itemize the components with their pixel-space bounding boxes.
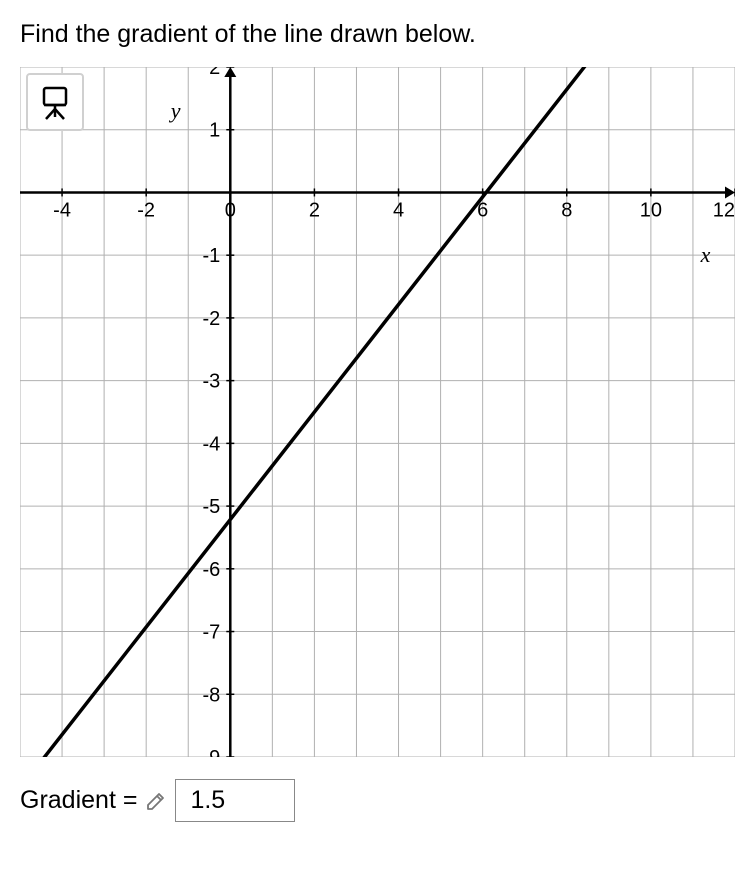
easel-icon [36,83,74,121]
svg-text:8: 8 [561,199,572,221]
svg-text:y: y [169,98,181,123]
svg-text:0: 0 [225,199,236,221]
svg-text:12: 12 [713,199,735,221]
svg-text:x: x [700,242,711,267]
svg-text:10: 10 [640,199,662,221]
svg-text:4: 4 [393,199,404,221]
svg-text:-9: -9 [202,747,220,757]
svg-text:-3: -3 [202,371,220,393]
svg-text:-7: -7 [202,622,220,644]
svg-text:-2: -2 [202,308,220,330]
svg-text:-5: -5 [202,496,220,518]
pencil-icon [145,790,167,812]
svg-text:6: 6 [477,199,488,221]
easel-tool-button[interactable] [26,73,84,131]
svg-text:-6: -6 [202,559,220,581]
line-chart: -4 -2 0 2 4 6 8 10 12 2 1 -1 -2 -3 -4 -5 -6 -7 -8 -9 y x [20,67,735,757]
svg-text:1: 1 [209,120,220,142]
question-text: Find the gradient of the line drawn belo… [20,20,735,49]
svg-text:-1: -1 [202,245,220,267]
svg-text:2: 2 [209,67,220,79]
answer-label: Gradient = [20,786,137,815]
svg-text:-4: -4 [202,433,220,455]
svg-text:2: 2 [309,199,320,221]
answer-row: Gradient = 1.5 [20,779,735,822]
answer-input[interactable]: 1.5 [175,779,295,822]
svg-text:-4: -4 [53,199,71,221]
chart-container: -4 -2 0 2 4 6 8 10 12 2 1 -1 -2 -3 -4 -5 -6 -7 -8 -9 y x [20,67,735,757]
svg-text:-8: -8 [202,684,220,706]
svg-text:-2: -2 [137,199,155,221]
